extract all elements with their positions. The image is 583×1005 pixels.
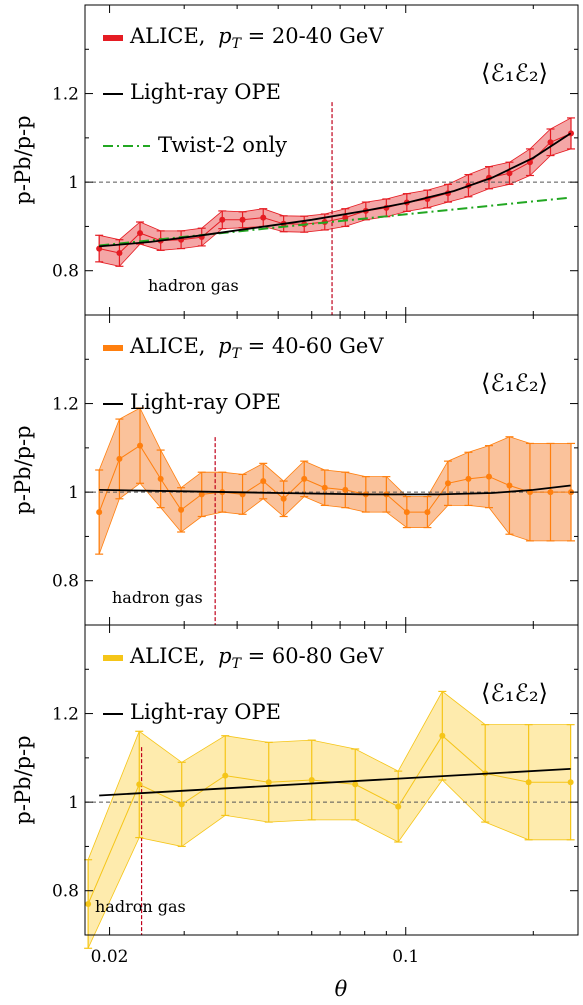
x-axis-label: θ [335, 977, 348, 1001]
panel-frame [84, 624, 579, 936]
panel-3: 0.8 1 1.2 hadron gas ⟨ℰ₁ℰ₂⟩ ALICE, pT = 60-80… [11, 624, 579, 949]
data-point [280, 495, 287, 502]
data-point [444, 480, 451, 487]
legend-twist2: Twist-2 only [158, 133, 287, 157]
data-point [239, 216, 246, 223]
twist2-curve [99, 196, 571, 247]
data-point [506, 170, 513, 177]
panel-1: 0.8 1 1.2 hadron gas ⟨ℰ₁ℰ₂⟩ ALICE, pT = 20-40… [11, 4, 579, 316]
data-point [260, 478, 267, 485]
legend-ope: Light-ray OPE [130, 390, 281, 414]
y-tick-label: 0.8 [52, 262, 79, 282]
data-point [219, 216, 226, 223]
legend-alice-prefix: ALICE, [129, 334, 212, 358]
correlator-label: ⟨ℰ₁ℰ₂⟩ [481, 59, 548, 87]
data-point [308, 777, 315, 783]
y-tick-label: 0.8 [52, 572, 79, 592]
data-point [222, 772, 229, 779]
x-tick-label: 0.02 [91, 947, 129, 967]
y-tick-label: 1 [68, 173, 79, 193]
legend-pt-subscript: T [232, 346, 243, 362]
legend-ope: Light-ray OPE [130, 700, 281, 724]
y-tick-label: 1 [68, 483, 79, 503]
legend-pt-range: = 40-60 GeV [241, 334, 384, 358]
y-tick-label: 1.2 [52, 705, 79, 725]
legend-pt-range: = 20-40 GeV [241, 24, 384, 48]
data-point [352, 781, 359, 788]
data-point [137, 230, 144, 237]
data-point [116, 455, 123, 462]
panel-2: 0.8 1 1.2 hadron gas ⟨ℰ₁ℰ₂⟩ ALICE, pT = 40-60… [11, 314, 579, 626]
data-point [506, 482, 513, 489]
hadron-gas-label: hadron gas [112, 588, 203, 607]
x-tick-label: 0.1 [392, 947, 419, 967]
ope-curve [99, 132, 572, 248]
data-point [85, 901, 92, 907]
data-point [157, 475, 164, 482]
data-point [439, 732, 446, 739]
legend-alice: ALICE, pT = 20-40 GeV [129, 24, 384, 52]
legend-alice: ALICE, pT = 40-60 GeV [129, 334, 384, 362]
legend-pt-range: = 60-80 GeV [241, 644, 384, 668]
y-axis-label: p-Pb/p-p [11, 115, 35, 204]
data-point [424, 509, 431, 516]
data-point [342, 486, 349, 493]
legend-pt-symbol: p [218, 334, 231, 358]
y-axis-label: p-Pb/p-p [11, 735, 35, 824]
data-point [198, 491, 205, 498]
legend-pt-symbol: p [218, 24, 231, 48]
data-point [547, 139, 554, 146]
data-point [178, 801, 185, 808]
data-point [321, 484, 328, 491]
data-point [485, 473, 492, 480]
ope-curve [99, 768, 571, 797]
data-point [342, 214, 349, 221]
legend-pt-symbol: p [218, 644, 231, 668]
data-point [260, 214, 267, 221]
data-point [136, 781, 143, 788]
legend-ope: Light-ray OPE [130, 80, 281, 104]
ope-curve [99, 484, 571, 496]
legend-pt-subscript: T [232, 656, 243, 672]
data-point [178, 506, 185, 513]
data-line [98, 444, 571, 513]
correlator-label: ⟨ℰ₁ℰ₂⟩ [481, 369, 548, 397]
y-tick-label: 0.8 [52, 882, 79, 902]
data-point [567, 779, 574, 786]
legend-swatch-alice [103, 35, 123, 41]
legend-swatch-alice [103, 655, 123, 661]
data-point [525, 779, 532, 786]
y-tick-label: 1.2 [52, 85, 79, 105]
y-tick-label: 1.2 [52, 395, 79, 415]
data-point [137, 442, 144, 449]
hadron-gas-label: hadron gas [95, 897, 186, 916]
data-point [403, 509, 410, 516]
data-point [96, 509, 103, 516]
hadron-gas-label: hadron gas [148, 276, 239, 295]
data-point [301, 475, 308, 482]
data-point [395, 803, 402, 810]
y-tick-label: 1 [68, 793, 79, 813]
data-point [116, 250, 123, 256]
legend-alice-prefix: ALICE, [129, 24, 212, 48]
data-point [465, 475, 472, 482]
legend-pt-subscript: T [232, 36, 243, 52]
legend-alice-prefix: ALICE, [129, 644, 212, 668]
legend-alice: ALICE, pT = 60-80 GeV [129, 644, 384, 672]
data-point [547, 489, 554, 496]
y-axis-label: p-Pb/p-p [11, 425, 35, 514]
legend-swatch-alice [103, 345, 123, 351]
correlator-label: ⟨ℰ₁ℰ₂⟩ [481, 679, 548, 707]
data-point [265, 779, 272, 786]
